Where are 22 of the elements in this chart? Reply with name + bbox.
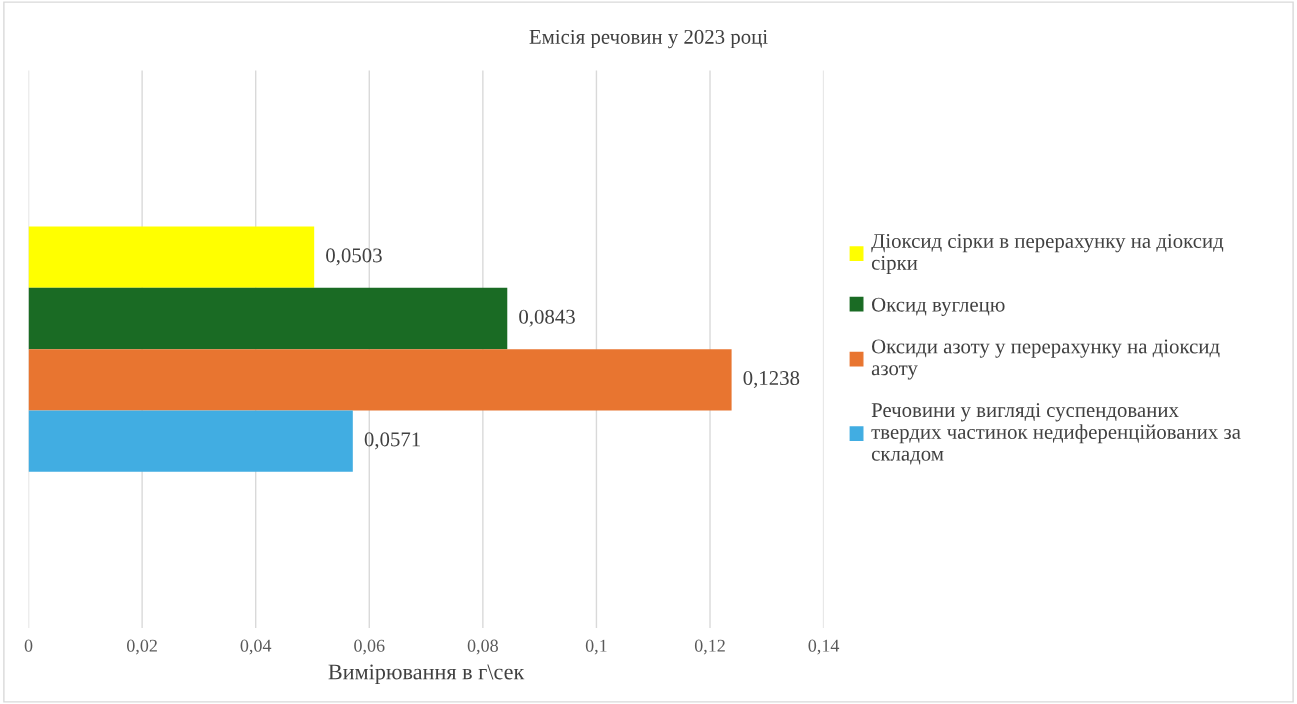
data-label: 0,1238 [743, 371, 800, 389]
x-tick-label: 0,1 [585, 639, 607, 655]
bar [28, 287, 508, 350]
legend-label: Оксид вуглецю [871, 297, 1005, 316]
chart-title: Емісія речовин у 2023 році [529, 29, 768, 49]
data-label: 0,0503 [326, 248, 382, 266]
data-label: 0,0571 [364, 432, 420, 450]
legend-label: Оксиди азоту у перерахунку на діоксид азоту [871, 339, 1220, 380]
x-axis-title: Вимірювання в г\сек [328, 664, 525, 684]
bar [28, 410, 353, 472]
data-label: 0,0843 [519, 309, 575, 327]
x-tick-label: 0,04 [240, 639, 272, 655]
x-tick-label: 0,12 [694, 639, 725, 655]
legend-label: Діоксид сірки в перерахунку на діоксид сірки [871, 234, 1224, 275]
x-tick-label: 0,14 [808, 639, 840, 655]
x-tick-label: 0,02 [127, 639, 157, 655]
x-tick-label: 0,08 [467, 639, 498, 655]
x-tick-label: 0,06 [354, 639, 385, 655]
bar [28, 226, 315, 288]
bar [28, 349, 732, 411]
x-tick-label: 0 [24, 639, 33, 652]
legend-label: Речовини у вигляді суспендованих твердих частинок недиференційованих за складом [871, 403, 1241, 465]
